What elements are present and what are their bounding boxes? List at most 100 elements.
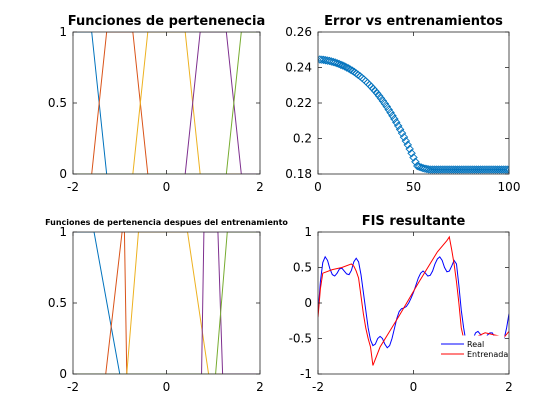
scatter-point (497, 165, 506, 174)
scatter-point (344, 64, 353, 73)
scatter-point (388, 111, 397, 121)
scatter-point (449, 165, 458, 174)
x-tick-label: 0 (163, 180, 171, 194)
x-tick-label: -2 (312, 380, 324, 394)
data-layer (73, 232, 260, 374)
scatter-point (405, 144, 414, 154)
x-tick-label: 0 (410, 380, 418, 394)
y-tick-label: 0.5 (48, 96, 67, 110)
scatter-point (378, 96, 388, 106)
y-tick-label: 0.5 (293, 261, 312, 275)
y-tick-label: -0.5 (289, 332, 312, 346)
scatter-point (434, 165, 443, 174)
scatter-point (495, 165, 504, 174)
subplot-1: Funciones de pertenenecia-2 0 200.51 (48, 14, 265, 194)
scatter-point (397, 128, 407, 138)
scatter-point (395, 125, 405, 134)
scatter-point (424, 165, 434, 174)
scatter-point (407, 148, 416, 158)
scatter-point (338, 61, 348, 70)
chart-title: Error vs entrenamientos (324, 14, 503, 29)
scatter-point (504, 165, 509, 174)
legend-label: Real (467, 340, 484, 349)
chart-title: Funciones de pertenencia despues del ent… (45, 218, 288, 227)
scatter-point (479, 165, 489, 174)
subplot-2: Error vs entrenamientos 0 50 100 0.18 0.2 0.22… (285, 14, 520, 194)
scatter-point (476, 165, 485, 174)
scatter-point (489, 165, 498, 174)
scatter-point (428, 165, 437, 174)
scatter-point (457, 165, 466, 174)
scatter-point (466, 165, 476, 174)
series-line-real (318, 255, 509, 349)
scatter-point (441, 165, 451, 174)
x-tick-label: 0 (163, 380, 171, 394)
legend-label: Entrenada (467, 350, 508, 359)
scatter-point (409, 153, 418, 162)
scatter-point (342, 63, 351, 72)
y-tick-label: 0 (59, 167, 67, 181)
series-line-1 (73, 232, 260, 374)
scatter-point (478, 165, 487, 174)
y-tick-label: 0.26 (285, 25, 312, 39)
x-tick-label: 0 (314, 180, 322, 194)
x-tick-label: -2 (67, 380, 79, 394)
scatter-point (443, 165, 453, 174)
scatter-point (437, 165, 447, 174)
scatter-point (487, 165, 497, 174)
scatter-point (500, 165, 509, 174)
scatter-point (439, 165, 449, 174)
scatter-point (380, 99, 390, 108)
y-tick-label: 0 (304, 296, 312, 310)
scatter-point (491, 165, 500, 174)
series-line-5 (73, 32, 260, 174)
scatter-point (458, 165, 468, 174)
scatter-point (390, 114, 399, 124)
legend-box (437, 335, 505, 363)
scatter-point (403, 140, 413, 150)
x-tick-label: 2 (256, 180, 264, 194)
scatter-point (384, 105, 393, 114)
scatter-point (499, 165, 508, 174)
y-tick-label: 0.22 (285, 96, 312, 110)
x-tick-label: 2 (256, 380, 264, 394)
scatter-point (445, 165, 455, 174)
y-tick-label: 0.5 (48, 296, 67, 310)
scatter-point (502, 165, 509, 174)
scatter-point (460, 165, 470, 174)
scatter-point (430, 165, 439, 174)
scatter-point (470, 165, 479, 174)
x-tick-label: 50 (406, 180, 421, 194)
scatter-point (386, 108, 395, 117)
scatter-point (483, 165, 493, 174)
scatter-point (472, 165, 481, 174)
scatter-point (348, 66, 357, 75)
scatter-point (462, 165, 472, 174)
y-tick-label: 1 (59, 225, 67, 239)
scatter-point (464, 165, 474, 174)
scatter-point (340, 62, 349, 71)
scatter-point (393, 121, 403, 131)
data-layer (73, 32, 260, 174)
y-tick-label: 1 (304, 225, 312, 239)
y-tick-label: 1 (59, 25, 67, 39)
scatter-point (432, 165, 441, 174)
data-layer (318, 55, 509, 174)
series-line-5 (73, 232, 260, 374)
plots-layer: Funciones de pertenenecia-2 0 200.51Error … (45, 14, 520, 394)
y-tick-label: 0.2 (293, 132, 312, 146)
scatter-point (411, 157, 420, 166)
scatter-point (401, 136, 411, 146)
scatter-point (376, 94, 386, 103)
scatter-point (346, 65, 355, 74)
scatter-point (447, 165, 456, 174)
scatter-point (399, 132, 409, 142)
subplot-4: FIS resultante -2 0 2 -1 -0.5 0 0.5 1 RealEntrena… (289, 214, 513, 394)
scatter-point (455, 165, 464, 174)
chart-title: FIS resultante (362, 214, 466, 229)
scatter-point (453, 165, 462, 174)
x-tick-label: 2 (505, 380, 513, 394)
scatter-point (436, 165, 445, 174)
scatter-point (451, 165, 460, 174)
